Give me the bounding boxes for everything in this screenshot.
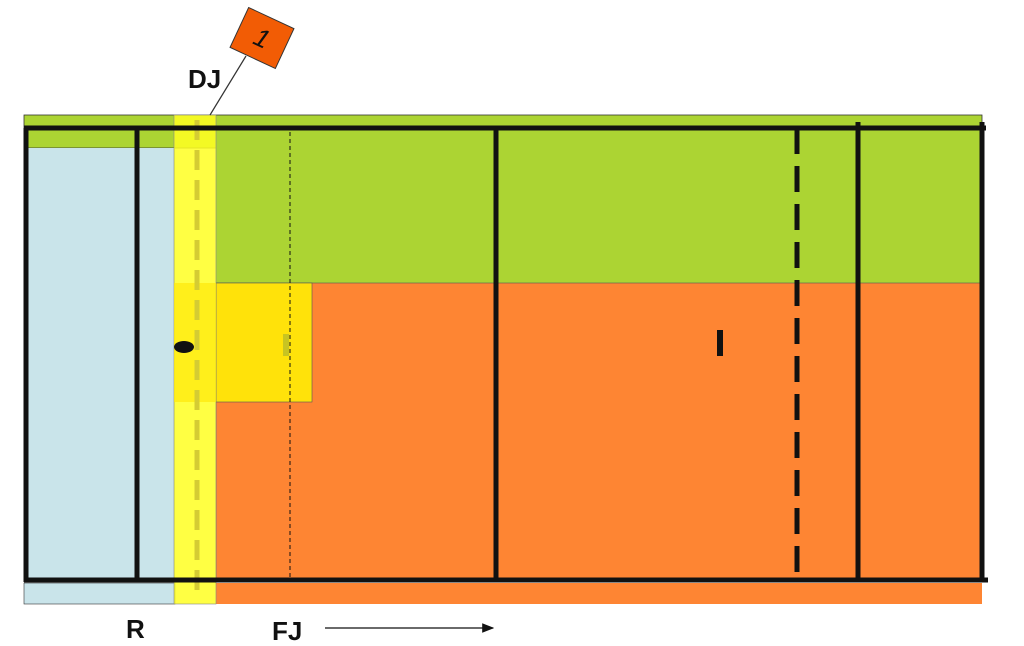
faint-mark [283,334,289,356]
badge: 1 [229,6,295,70]
badge-leader [209,55,247,116]
bottom-orange-strip [216,583,982,604]
player-mark [717,330,723,356]
court-lines [23,122,988,583]
bottom-blue-strip [23,582,176,605]
fj-label: FJ [272,616,302,646]
ball [174,341,194,353]
dj-label: DJ [188,64,221,94]
orange-zone [215,282,981,581]
r-label: R [126,614,145,644]
yellow-square [215,282,313,403]
green-zone [216,130,980,283]
blue-zone [28,148,175,580]
